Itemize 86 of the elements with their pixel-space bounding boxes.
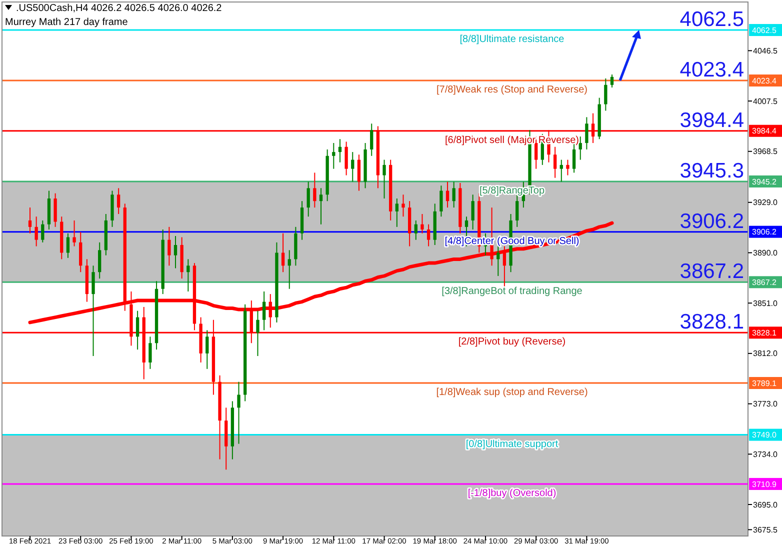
annotation: 3828.1	[680, 310, 744, 334]
annotation: 4023.4	[680, 58, 744, 82]
y-tick-label: 3812.0	[753, 349, 778, 358]
candlestick	[72, 220, 76, 247]
candlestick	[578, 136, 582, 160]
candlestick	[395, 198, 398, 228]
candlestick	[344, 141, 348, 176]
y-tick-label: 3695.0	[753, 500, 778, 510]
candlestick	[610, 74, 614, 88]
y-tick-label: 3890.0	[753, 248, 778, 258]
candlestick	[604, 78, 608, 112]
ref-line-label: [8/8]Ultimate resistance	[460, 34, 565, 46]
candlestick	[237, 381, 240, 444]
text: 3710.9	[752, 480, 778, 489]
candlestick	[496, 246, 500, 276]
candlestick	[370, 123, 374, 156]
text: 4023.4	[752, 76, 778, 86]
y-tick-label: 3968.5	[753, 147, 778, 156]
y-tick-label: 3734.0	[753, 450, 778, 459]
annotation: 3867.2	[680, 260, 744, 284]
candlestick	[452, 181, 456, 208]
candlestick	[174, 235, 178, 269]
ref-line-label: [0/8]Ultimate support	[466, 438, 558, 450]
candlestick	[186, 258, 190, 292]
candlestick	[566, 159, 570, 176]
text: 4062.5	[752, 26, 778, 35]
candlestick	[116, 188, 120, 214]
candlestick	[136, 310, 140, 350]
text: 3945.2	[752, 177, 778, 186]
y-tick-label: 3929.0	[753, 198, 778, 208]
candlestick	[262, 290, 266, 331]
text: 3789.1	[752, 378, 778, 388]
text: 3749.0	[752, 430, 778, 440]
candlestick	[585, 116, 588, 150]
candlestick	[420, 214, 424, 234]
candlestick	[28, 207, 32, 234]
candlestick	[338, 138, 342, 163]
y-tick-label: 3675.5	[753, 525, 778, 534]
candlestick	[148, 336, 152, 370]
candlestick	[382, 159, 386, 200]
ref-line-label: [3/8]RangeBot of trading Range	[442, 286, 583, 298]
ref-line-label: [-1/8]buy (Oversold)	[468, 488, 556, 499]
candlestick	[54, 192, 57, 228]
candlestick	[516, 194, 519, 228]
candlestick	[41, 220, 44, 243]
annotation: 3906.2	[680, 210, 744, 233]
annotation: 3945.3	[680, 159, 744, 182]
candlestick	[319, 188, 323, 225]
candlestick	[66, 232, 70, 258]
text: 3906.2	[752, 228, 778, 237]
candlestick	[332, 142, 336, 170]
candlestick	[560, 159, 563, 182]
candlestick	[402, 194, 405, 218]
text: 3828.1	[752, 328, 778, 338]
candlestick	[313, 172, 316, 208]
candlestick	[281, 232, 285, 273]
candlestick	[34, 216, 38, 247]
candlestick	[92, 265, 95, 357]
y-tick-label: 3851.0	[753, 298, 778, 308]
candlestick	[206, 330, 209, 370]
y-tick-label: 4046.5	[753, 46, 778, 56]
candlestick	[79, 232, 82, 273]
text: Murrey Math 217 day frame	[5, 17, 128, 28]
candlestick	[306, 181, 310, 218]
ref-line-label: [7/8]Weak res (Stop and Reverse)	[436, 84, 588, 96]
text: 3867.2	[752, 278, 778, 287]
y-tick-label: 3773.0	[753, 400, 778, 409]
candlestick	[288, 250, 291, 290]
ref-line-label: [2/8]Pivot buy (Reverse)	[458, 336, 566, 348]
candlestick	[471, 194, 474, 230]
ref-line-label: [1/8]Weak sup (stop and Reverse)	[436, 387, 588, 398]
candlestick	[426, 224, 430, 247]
annotation: 3984.4	[680, 108, 744, 132]
candlestick	[357, 154, 361, 192]
candlestick	[446, 181, 450, 208]
y-tick-label: 4007.5	[753, 96, 778, 106]
candlestick	[351, 152, 354, 182]
candlestick	[98, 242, 102, 280]
candlestick	[553, 146, 557, 178]
candlestick	[414, 220, 418, 240]
candlestick	[168, 226, 171, 266]
chart-title: .US500Cash,H4 4026.2 4026.5 4026.0 4026.2	[16, 3, 222, 14]
text: 3984.4	[752, 126, 778, 136]
candlestick	[256, 310, 260, 357]
annotation: 4062.5	[680, 8, 744, 32]
candlestick	[440, 185, 443, 218]
